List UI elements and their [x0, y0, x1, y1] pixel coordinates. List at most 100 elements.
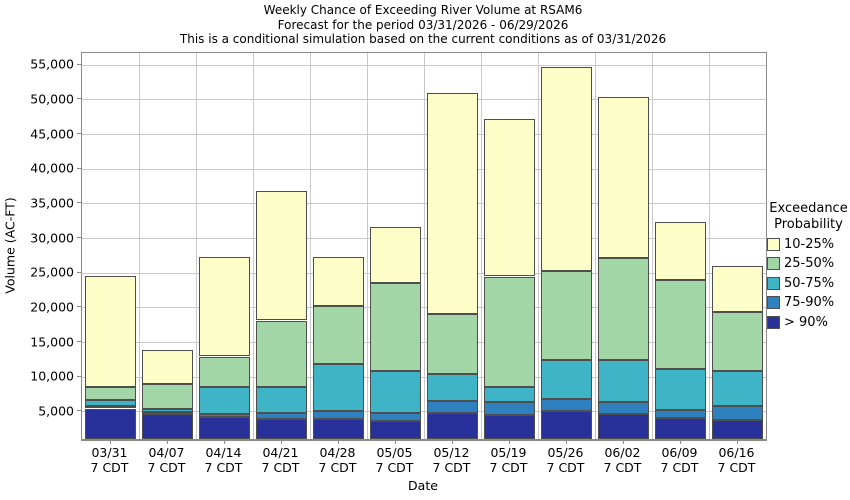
- legend-swatch-icon: [767, 237, 780, 251]
- x-tick-label: 05/05 7 CDT: [365, 445, 425, 475]
- bar-segment-2550: [484, 276, 535, 388]
- legend-swatch-icon: [767, 257, 780, 270]
- chart-subtitle-period: Forecast for the period 03/31/2026 - 06/…: [277, 17, 569, 32]
- y-tick-label: 25,000: [30, 264, 74, 280]
- bar-segment-90: [199, 416, 250, 439]
- x-tick-label: 06/09 7 CDT: [650, 445, 710, 475]
- x-tick-date: 05/05: [376, 445, 413, 460]
- legend-item: 25-50%: [767, 256, 850, 271]
- bar-segment-5075: [655, 369, 706, 410]
- bar-segment-2550: [142, 383, 193, 409]
- y-tick-mark: [77, 98, 82, 100]
- bar-segment-90: [427, 413, 478, 439]
- bar-segment-2550: [427, 313, 478, 374]
- x-tick-date: 04/14: [205, 445, 242, 460]
- x-tick-time: 7 CDT: [204, 460, 243, 475]
- x-tick-time: 7 CDT: [261, 460, 300, 475]
- bar-segment-90: [712, 419, 763, 439]
- legend-item: 10-25%: [767, 237, 850, 252]
- bar-segment-90: [655, 417, 706, 439]
- x-tick-date: 05/19: [490, 445, 527, 460]
- x-tick-time: 7 CDT: [546, 460, 585, 475]
- x-tick-date: 06/09: [661, 445, 698, 460]
- x-tick-time: 7 CDT: [660, 460, 699, 475]
- bar-segment-1025: [427, 92, 478, 314]
- x-tick-time: 7 CDT: [147, 460, 186, 475]
- y-tick-mark: [77, 410, 82, 412]
- legend-swatch-icon: [767, 296, 780, 309]
- bar-segment-5075: [712, 370, 763, 407]
- bar-segment-7590: [541, 398, 592, 412]
- x-tick-label: 05/26 7 CDT: [536, 445, 596, 475]
- bar-segment-5075: [142, 408, 193, 412]
- x-tick-date: 05/12: [433, 445, 470, 460]
- x-tick-time: 7 CDT: [375, 460, 414, 475]
- y-tick-label: 35,000: [30, 195, 74, 211]
- legend-item-label: 25-50%: [784, 256, 835, 271]
- gridline-vertical: [367, 53, 368, 439]
- bar-segment-7590: [199, 413, 250, 417]
- bar-segment-2550: [199, 356, 250, 388]
- plot-area: [81, 52, 767, 441]
- legend-swatch-icon: [767, 276, 780, 290]
- x-tick-date: 04/28: [319, 445, 356, 460]
- legend-item: 75-90%: [767, 295, 850, 310]
- x-tick-mark: [679, 440, 681, 444]
- bar-segment-90: [370, 420, 421, 439]
- bar-segment-90: [85, 408, 136, 439]
- x-tick-date: 06/16: [718, 445, 755, 460]
- bar-segment-90: [541, 411, 592, 439]
- x-axis-title: Date: [408, 478, 438, 493]
- bar-segment-7590: [484, 402, 535, 415]
- gridline-vertical: [253, 53, 254, 439]
- x-tick-time: 7 CDT: [603, 460, 642, 475]
- bar-segment-7590: [256, 412, 307, 419]
- x-tick-mark: [622, 440, 624, 444]
- bar-segment-7590: [313, 411, 364, 420]
- gridline-vertical: [139, 53, 140, 439]
- bar-segment-5075: [85, 400, 136, 407]
- bar-segment-90: [256, 418, 307, 439]
- bar-segment-90: [313, 419, 364, 439]
- bar-segment-5075: [313, 364, 364, 412]
- x-tick-mark: [337, 440, 339, 444]
- bar-segment-1025: [142, 349, 193, 384]
- x-tick-time: 7 CDT: [489, 460, 528, 475]
- bar-segment-1025: [85, 275, 136, 388]
- bar-segment-1025: [712, 266, 763, 313]
- bar-segment-2550: [598, 258, 649, 360]
- x-tick-mark: [166, 440, 168, 444]
- x-tick-date: 04/07: [148, 445, 185, 460]
- x-tick-label: 05/12 7 CDT: [422, 445, 482, 475]
- bar-segment-5075: [256, 386, 307, 413]
- x-tick-time: 7 CDT: [318, 460, 357, 475]
- y-tick-mark: [77, 341, 82, 342]
- legend-item-label: 50-75%: [784, 275, 835, 291]
- bar-segment-1025: [541, 66, 592, 272]
- x-tick-date: 05/26: [547, 445, 584, 460]
- gridline-vertical: [709, 53, 710, 439]
- gridline-vertical: [196, 53, 197, 439]
- x-tick-date: 06/02: [604, 445, 641, 460]
- y-tick-mark: [77, 375, 82, 377]
- y-tick-mark: [77, 306, 82, 308]
- bar-segment-1025: [484, 119, 535, 277]
- y-tick-label: 40,000: [30, 160, 74, 176]
- x-tick-mark: [451, 440, 453, 444]
- y-tick-mark: [77, 167, 82, 169]
- bar-segment-7590: [655, 409, 706, 418]
- bar-segment-90: [142, 414, 193, 439]
- chart-subtitle-conditions: This is a conditional simulation based o…: [179, 32, 667, 46]
- bar-segment-1025: [370, 226, 421, 284]
- bar-segment-2550: [256, 320, 307, 387]
- bar-segment-5075: [484, 387, 535, 403]
- y-tick-mark: [77, 63, 82, 65]
- bar-segment-5075: [541, 359, 592, 399]
- gridline-vertical: [595, 53, 596, 439]
- y-tick-label: 50,000: [30, 91, 74, 107]
- x-tick-label: 04/14 7 CDT: [194, 445, 254, 475]
- bar-segment-2550: [85, 387, 136, 401]
- bar-segment-5075: [370, 371, 421, 414]
- bar-segment-7590: [712, 406, 763, 420]
